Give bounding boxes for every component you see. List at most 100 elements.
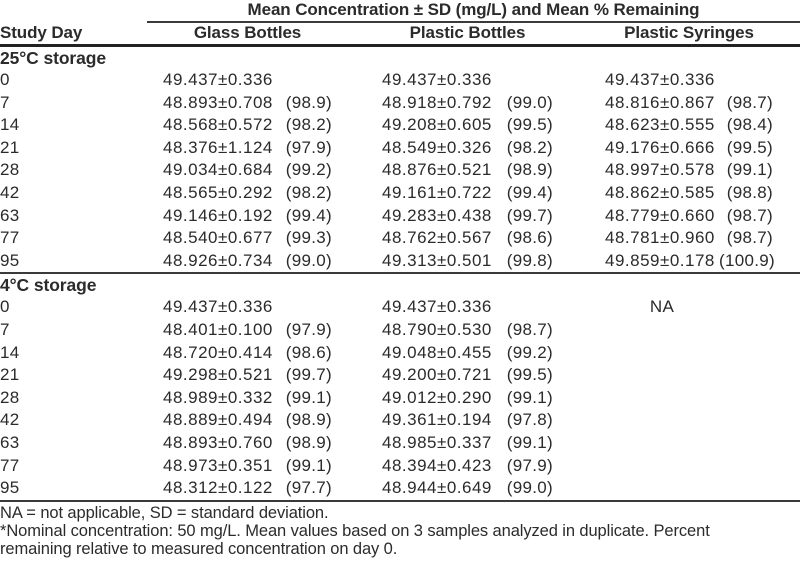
study-day-cell: 42	[0, 182, 20, 202]
column-header-plastic-bottles: Plastic Bottles	[409, 23, 526, 42]
column-gap	[332, 455, 382, 478]
column-gap	[553, 364, 605, 387]
column-gap	[773, 159, 800, 182]
column-gap	[332, 69, 382, 92]
footnote-nominal-concentration: *Nominal concentration: 50 mg/L. Mean va…	[0, 521, 710, 558]
column-gap	[553, 92, 605, 115]
glass-bottles-percent-cell: (99.2)	[285, 160, 332, 180]
column-gap	[332, 159, 382, 182]
study-day-cell: 7	[0, 319, 10, 339]
glass-bottles-percent-cell	[277, 296, 332, 319]
study-day-cell: 21	[0, 137, 20, 157]
plastic-syringes-value-cell: 48.997±0.578	[605, 160, 715, 180]
glass-bottles-value-cell: 49.437±0.336	[163, 297, 273, 317]
plastic-syringes-percent-cell	[719, 455, 773, 478]
plastic-syringes-percent-cell	[719, 319, 773, 342]
column-gap	[773, 477, 800, 500]
glass-bottles-percent-cell: (99.4)	[285, 205, 332, 225]
column-gap	[773, 432, 800, 455]
column-gap	[553, 319, 605, 342]
plastic-syringes-value-cell: 49.859±0.178	[605, 250, 715, 270]
column-gap	[773, 69, 800, 92]
plastic-bottles-percent-cell: (98.9)	[506, 160, 553, 180]
plastic-syringes-percent-cell	[719, 342, 773, 365]
column-gap	[553, 227, 605, 250]
plastic-syringes-percent-cell: (98.4)	[726, 115, 773, 135]
plastic-syringes-value-cell: 49.176±0.666	[605, 137, 715, 157]
glass-bottles-percent-cell: (99.1)	[285, 455, 332, 475]
column-gap	[773, 296, 800, 319]
glass-bottles-percent-cell: (98.9)	[285, 410, 332, 430]
plastic-syringes-percent-cell: (98.7)	[726, 92, 773, 112]
glass-bottles-value-cell: 48.989±0.332	[163, 387, 273, 407]
column-gap	[553, 205, 605, 228]
table-row: 28 48.989±0.332 (99.1) 49.012±0.290 (99.…	[0, 387, 800, 410]
plastic-bottles-value-cell: 49.012±0.290	[382, 387, 492, 407]
plastic-syringes-value-cell	[605, 409, 719, 432]
plastic-bottles-value-cell: 49.161±0.722	[382, 182, 492, 202]
column-gap	[773, 182, 800, 205]
plastic-syringes-value-cell: 48.781±0.960	[605, 228, 715, 248]
table-section: 25°C storage 0 49.437±0.336 49.437±0.336…	[0, 47, 800, 272]
plastic-bottles-value-cell: 48.918±0.792	[382, 92, 492, 112]
study-day-cell: 95	[0, 250, 20, 270]
table-row: 63 49.146±0.192 (99.4) 49.283±0.438 (99.…	[0, 205, 800, 228]
plastic-syringes-value-cell: NA	[649, 297, 675, 317]
plastic-syringes-value-cell	[605, 432, 719, 455]
plastic-bottles-value-cell: 48.394±0.423	[382, 455, 492, 475]
plastic-syringes-value-cell	[605, 477, 719, 500]
plastic-bottles-percent-cell	[496, 296, 553, 319]
table-row: 21 48.376±1.124 (97.9) 48.549±0.326 (98.…	[0, 137, 800, 160]
study-day-cell: 95	[0, 478, 20, 498]
column-gap	[332, 137, 382, 160]
column-gap	[553, 159, 605, 182]
plastic-syringes-value-cell	[605, 455, 719, 478]
column-gap	[773, 364, 800, 387]
column-gap	[332, 205, 382, 228]
plastic-bottles-value-cell: 48.944±0.649	[382, 478, 492, 498]
plastic-syringes-value-cell: 48.779±0.660	[605, 205, 715, 225]
column-gap	[553, 182, 605, 205]
column-gap	[773, 409, 800, 432]
column-gap	[332, 364, 382, 387]
plastic-bottles-percent-cell: (98.6)	[506, 228, 553, 248]
stability-table: Mean Concentration ± SD (mg/L) and Mean …	[0, 0, 800, 558]
plastic-bottles-value-cell: 49.208±0.605	[382, 115, 492, 135]
plastic-syringes-percent-cell: (98.7)	[726, 205, 773, 225]
table-row: 7 48.893±0.708 (98.9) 48.918±0.792 (99.0…	[0, 92, 800, 115]
plastic-bottles-percent-cell: (99.8)	[506, 250, 553, 270]
plastic-bottles-percent-cell: (99.4)	[506, 182, 553, 202]
glass-bottles-value-cell: 48.376±1.124	[163, 137, 273, 157]
glass-bottles-percent-cell: (99.7)	[285, 365, 332, 385]
table-row: 63 48.893±0.760 (98.9) 48.985±0.337 (99.…	[0, 432, 800, 455]
plastic-syringes-value-cell: 48.816±0.867	[605, 92, 715, 112]
glass-bottles-percent-cell: (97.9)	[285, 319, 332, 339]
plastic-syringes-percent-cell: (98.8)	[726, 182, 773, 202]
plastic-syringes-value-cell: 48.623±0.555	[605, 115, 715, 135]
table-row: 77 48.540±0.677 (99.3) 48.762±0.567 (98.…	[0, 227, 800, 250]
column-gap	[553, 114, 605, 137]
plastic-bottles-percent-cell: (98.7)	[506, 319, 553, 339]
plastic-bottles-value-cell: 48.985±0.337	[382, 432, 492, 452]
plastic-syringes-value-cell	[605, 342, 719, 365]
plastic-bottles-value-cell: 49.437±0.336	[382, 70, 492, 89]
plastic-bottles-percent-cell: (98.2)	[506, 137, 553, 157]
glass-bottles-value-cell: 48.568±0.572	[163, 115, 273, 135]
plastic-syringes-value-cell	[605, 319, 719, 342]
plastic-bottles-value-cell: 49.313±0.501	[382, 250, 492, 270]
column-gap	[773, 227, 800, 250]
table-footnotes: NA = not applicable, SD = standard devia…	[0, 502, 800, 558]
plastic-bottles-percent-cell: (99.2)	[506, 342, 553, 362]
study-day-cell: 7	[0, 92, 10, 112]
plastic-syringes-percent-cell	[719, 409, 773, 432]
study-day-cell: 77	[0, 228, 20, 248]
plastic-bottles-value-cell: 49.283±0.438	[382, 205, 492, 225]
plastic-bottles-value-cell: 48.549±0.326	[382, 137, 492, 157]
study-day-cell: 63	[0, 205, 20, 225]
column-gap	[773, 205, 800, 228]
plastic-syringes-percent-cell: (98.7)	[726, 228, 773, 248]
glass-bottles-value-cell: 48.312±0.122	[163, 478, 273, 498]
column-gap	[553, 342, 605, 365]
glass-bottles-value-cell: 48.401±0.100	[163, 319, 273, 339]
column-gap	[332, 296, 382, 319]
